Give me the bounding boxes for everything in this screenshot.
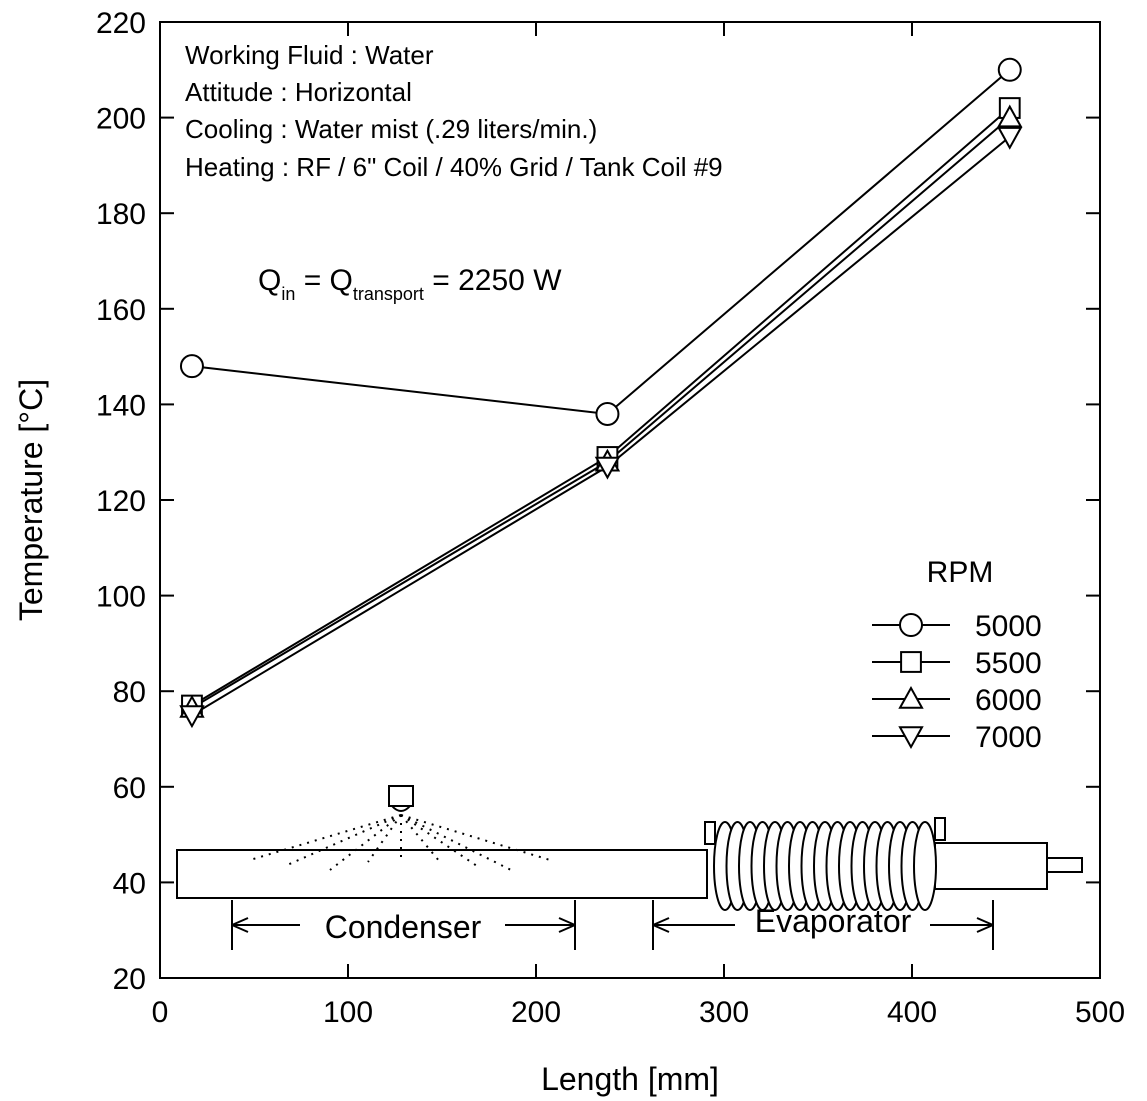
equation: Qin = Qtransport = 2250 W bbox=[258, 264, 562, 304]
y-tick-label: 100 bbox=[96, 581, 146, 614]
y-tick-label: 160 bbox=[96, 294, 146, 327]
y-tick-label: 60 bbox=[113, 772, 146, 805]
x-tick-label: 300 bbox=[699, 996, 749, 1029]
y-tick-label: 20 bbox=[113, 963, 146, 996]
legend-label: 5000 bbox=[975, 610, 1042, 643]
x-tick-label: 400 bbox=[887, 996, 937, 1029]
coil bbox=[913, 821, 937, 911]
section-label: Evaporator bbox=[755, 903, 912, 939]
eq-sub: transport bbox=[353, 284, 424, 304]
eq-sub: in bbox=[281, 284, 295, 304]
marker bbox=[899, 613, 923, 637]
y-axis-label: Temperature [°C] bbox=[13, 379, 49, 621]
heat-pipe-sketch bbox=[176, 785, 1083, 950]
marker bbox=[179, 354, 204, 379]
legend-label: 6000 bbox=[975, 684, 1042, 717]
eq-part: Q bbox=[258, 264, 281, 297]
marker bbox=[997, 126, 1023, 150]
annotation: Cooling : Water mist (.29 liters/min.) bbox=[185, 114, 597, 144]
legend-label: 5500 bbox=[975, 647, 1042, 680]
y-tick-label: 40 bbox=[113, 867, 146, 900]
y-tick-label: 140 bbox=[96, 389, 146, 422]
y-tick-label: 220 bbox=[96, 7, 146, 40]
annotation: Heating : RF / 6" Coil / 40% Grid / Tank… bbox=[185, 152, 723, 182]
marker bbox=[900, 651, 922, 673]
y-tick-label: 80 bbox=[113, 676, 146, 709]
x-axis-label: Length [mm] bbox=[541, 1061, 719, 1097]
legend-label: 7000 bbox=[975, 721, 1042, 754]
eq-part: = 2250 W bbox=[424, 264, 562, 297]
x-tick-label: 500 bbox=[1075, 996, 1125, 1029]
marker bbox=[997, 57, 1022, 82]
x-tick-label: 100 bbox=[323, 996, 373, 1029]
marker bbox=[595, 401, 620, 426]
y-tick-label: 180 bbox=[96, 198, 146, 231]
marker bbox=[898, 685, 924, 709]
x-tick-label: 200 bbox=[511, 996, 561, 1029]
marker bbox=[898, 726, 924, 750]
annotation: Working Fluid : Water bbox=[185, 40, 434, 70]
section-label: Condenser bbox=[325, 909, 482, 945]
y-tick-label: 120 bbox=[96, 485, 146, 518]
marker bbox=[594, 456, 621, 480]
legend-title: RPM bbox=[927, 556, 994, 589]
x-tick-label: 0 bbox=[152, 996, 169, 1029]
marker bbox=[179, 705, 205, 729]
marker bbox=[997, 104, 1023, 128]
annotation: Attitude : Horizontal bbox=[185, 77, 412, 107]
eq-part: = Q bbox=[295, 264, 353, 297]
y-tick-label: 200 bbox=[96, 103, 146, 136]
